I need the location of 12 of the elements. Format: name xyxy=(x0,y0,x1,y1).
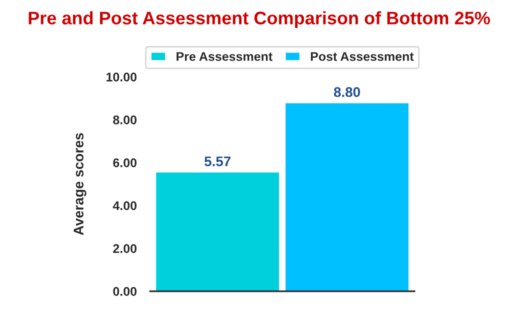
y-tick-label: 6.00 xyxy=(113,158,137,168)
data-label: 5.57 xyxy=(204,156,230,166)
chart-title: Pre and Post Assessment Comparison of Bottom 25% xyxy=(28,11,490,28)
y-tick-label: 10.00 xyxy=(106,72,137,82)
y-tick-label: 4.00 xyxy=(112,201,137,210)
y-tick-label: 0.00 xyxy=(113,287,137,296)
legend-label: Post Assessment xyxy=(310,52,414,61)
y-axis-title: Average scores xyxy=(74,133,86,236)
data-label: 8.80 xyxy=(334,87,360,98)
legend-label: Pre Assessment xyxy=(176,52,272,61)
y-tick-label: 2.00 xyxy=(113,244,137,253)
y-tick-label: 8.00 xyxy=(113,115,137,124)
